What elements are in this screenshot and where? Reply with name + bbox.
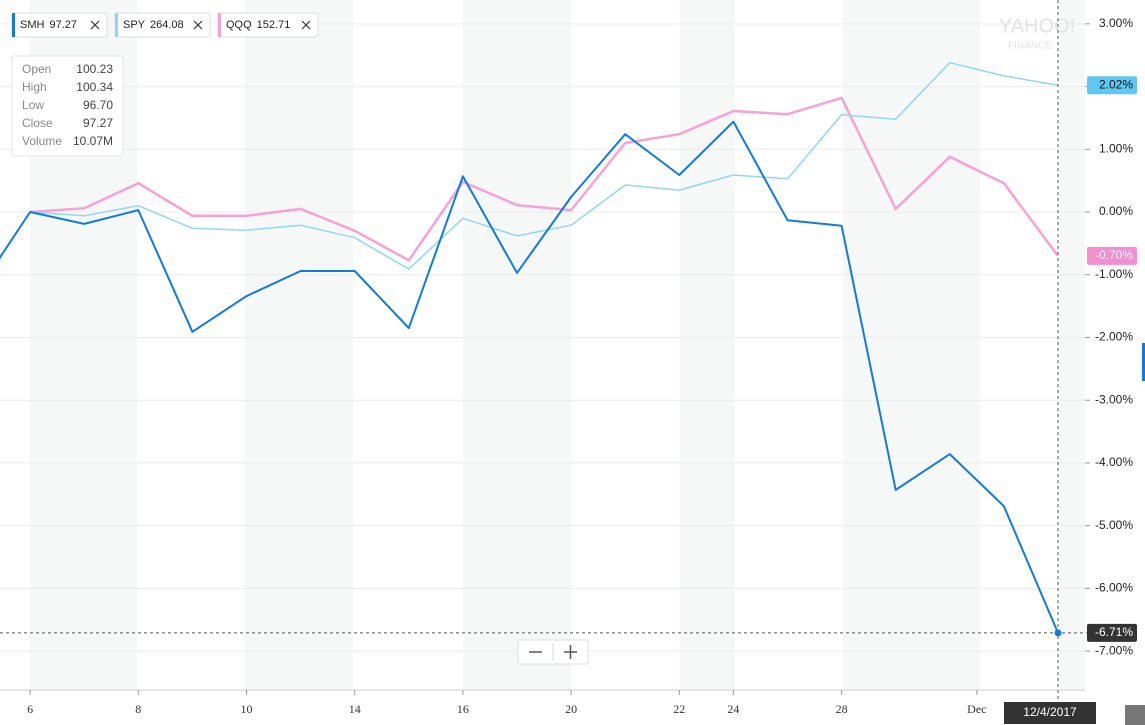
last-point xyxy=(1054,629,1062,637)
lines xyxy=(0,61,1060,634)
x-tick-label: 6 xyxy=(27,702,33,716)
y-tick-label: -2.00% xyxy=(1095,330,1133,344)
tooltip-label: Low xyxy=(22,98,44,112)
tooltip-value: 10.07M xyxy=(73,134,113,148)
x-tick-label: Dec xyxy=(967,702,986,716)
x-tick-label: 14 xyxy=(349,702,361,716)
legend-close[interactable] xyxy=(301,20,311,30)
end-label: -6.71% xyxy=(1095,625,1133,639)
y-tick-label: -1.00% xyxy=(1095,267,1133,281)
x-tick-label: 20 xyxy=(565,702,577,716)
week-bands xyxy=(30,0,1085,690)
tooltip: Open 100.23 High 100.34 Low 96.70 Close 97.27 Vo… xyxy=(11,55,124,157)
series-line xyxy=(30,96,1060,262)
y-tick-label: 1.00% xyxy=(1099,141,1133,155)
end-badge xyxy=(1087,76,1137,95)
y-tick-label: 3.00% xyxy=(1099,16,1133,30)
legend-swatch xyxy=(218,13,221,37)
legend: SMH 97.27 SPY 264.08 QQQ 152.71 xyxy=(11,12,319,38)
tooltip-value: 100.23 xyxy=(76,62,113,76)
tooltip-value: 100.34 xyxy=(76,80,113,94)
legend-swatch xyxy=(12,13,15,37)
tooltip-label: Close xyxy=(22,116,53,130)
scroll-handle[interactable] xyxy=(1125,705,1145,725)
end-badge xyxy=(1087,623,1137,642)
y-tick-label: -4.00% xyxy=(1095,455,1133,469)
legend-price: 152.71 xyxy=(257,19,291,31)
x-tick-label: 10 xyxy=(241,702,253,716)
legend-name: SPY xyxy=(123,19,146,31)
legend-name: SMH xyxy=(20,19,45,31)
date-label: 12/4/2017 xyxy=(1023,705,1077,719)
logo: YAHOO! xyxy=(999,15,1075,37)
series-line xyxy=(0,120,1059,634)
end-label: 2.02% xyxy=(1099,77,1133,91)
y-tick-label: -3.00% xyxy=(1095,392,1133,406)
legend-close[interactable] xyxy=(90,20,100,30)
x-tick-label: 8 xyxy=(135,702,141,716)
x-tick-label: 22 xyxy=(673,702,685,716)
tooltip-label: Open xyxy=(22,62,51,76)
x-tick-label: 28 xyxy=(836,702,848,716)
legend-close[interactable] xyxy=(193,20,203,30)
y-tick-label: -5.00% xyxy=(1095,518,1133,532)
tooltip-label: Volume xyxy=(22,134,62,148)
side-handle[interactable] xyxy=(1142,343,1145,381)
legend-price: 97.27 xyxy=(49,19,77,31)
legend-swatch xyxy=(115,13,118,37)
x-tick-label: 16 xyxy=(457,702,469,716)
series-line xyxy=(30,61,1059,270)
legend-name: QQQ xyxy=(226,19,252,31)
date-badge xyxy=(1004,702,1096,724)
zoom-controls[interactable] xyxy=(517,639,589,665)
tooltip-value: 96.70 xyxy=(83,98,113,112)
tooltip-value: 97.27 xyxy=(83,116,113,130)
y-tick-label: 0.00% xyxy=(1099,204,1133,218)
logo: FINANCE xyxy=(1008,41,1052,52)
end-badge xyxy=(1087,246,1137,265)
x-tick-label: 24 xyxy=(727,702,739,716)
legend-price: 264.08 xyxy=(150,19,184,31)
y-tick-label: -6.00% xyxy=(1095,581,1133,595)
end-label: -0.70% xyxy=(1095,248,1133,262)
tooltip-label: High xyxy=(22,80,47,94)
y-tick-label: -7.00% xyxy=(1095,643,1133,657)
